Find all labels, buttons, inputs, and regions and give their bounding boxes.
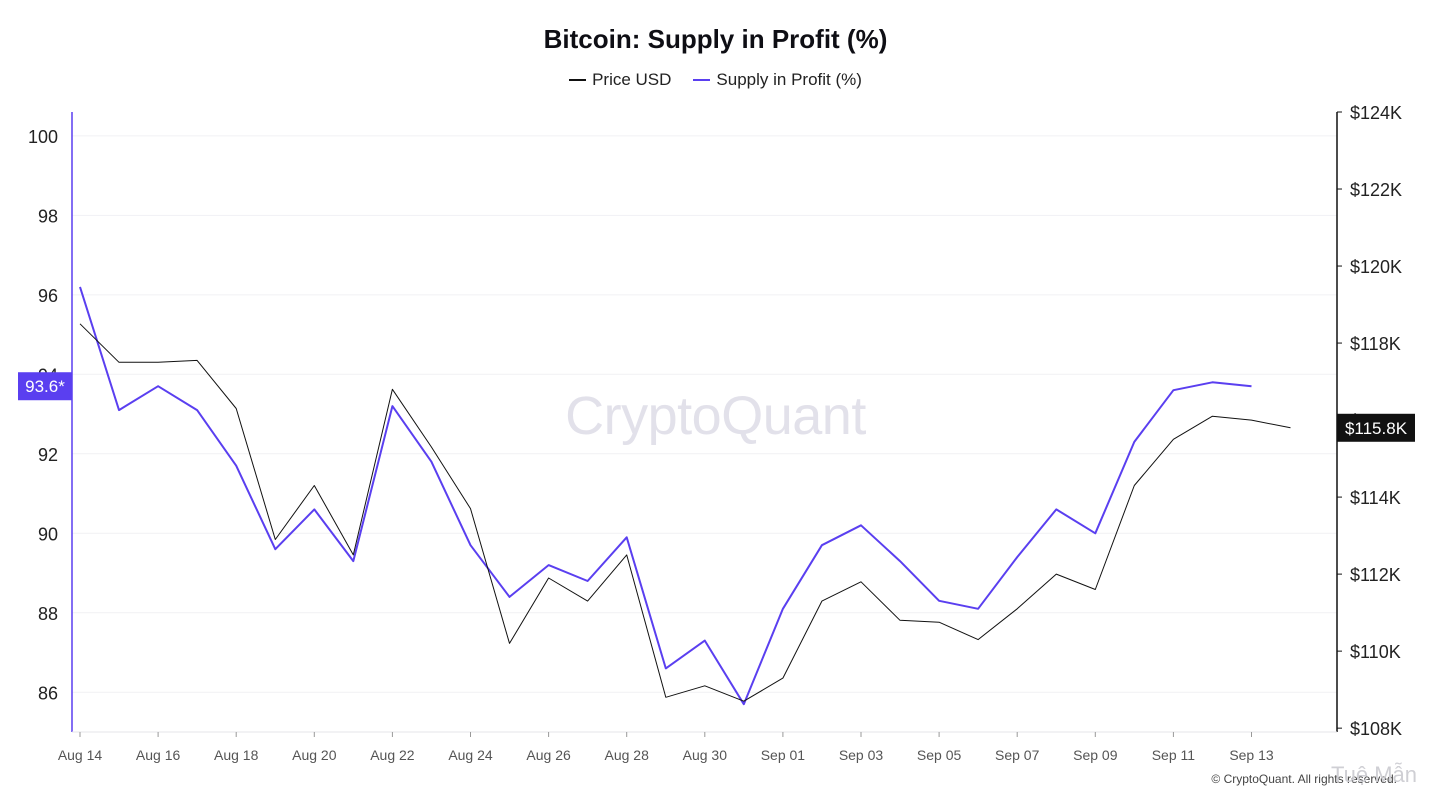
overlay-name-text: Tuệ Mẫn (1330, 762, 1417, 787)
x-tick-label: Aug 14 (58, 747, 103, 763)
axis-layer: 86889092949698100$108K$110K$112K$114K$11… (28, 103, 1402, 763)
legend-label-supply: Supply in Profit (%) (716, 70, 862, 89)
x-tick-label: Aug 28 (605, 747, 650, 763)
series-line-price-usd (79, 323, 1291, 702)
x-tick-label: Sep 05 (917, 747, 962, 763)
chart-legend: Price USD Supply in Profit (%) (0, 70, 1431, 90)
y-left-tick-label: 96 (38, 286, 58, 306)
legend-label-price: Price USD (592, 70, 672, 89)
x-tick-label: Sep 01 (761, 747, 806, 763)
y-right-tick-label: $120K (1350, 257, 1402, 277)
y-right-tick-label: $114K (1350, 488, 1401, 508)
x-tick-label: Sep 09 (1073, 747, 1118, 763)
x-tick-label: Sep 07 (995, 747, 1040, 763)
watermark-logo: CryptoQuant (565, 386, 866, 446)
y-left-tick-label: 100 (28, 127, 58, 147)
x-tick-label: Sep 03 (839, 747, 884, 763)
y-left-tick-label: 92 (38, 445, 58, 465)
right-value-badge-label: $115.8K (1345, 419, 1408, 438)
legend-swatch-supply (693, 79, 711, 81)
x-tick-label: Aug 16 (136, 747, 181, 763)
y-right-tick-label: $124K (1350, 103, 1402, 123)
x-tick-label: Aug 24 (448, 747, 493, 763)
chart-title: Bitcoin: Supply in Profit (%) (543, 24, 888, 54)
legend-item-supply[interactable]: Supply in Profit (%) (693, 70, 862, 90)
left-value-badge (18, 372, 72, 401)
x-tick-label: Aug 20 (292, 747, 337, 763)
grid-layer (72, 135, 1337, 693)
x-tick-label: Aug 18 (214, 747, 259, 763)
series-layer (79, 286, 1291, 706)
x-tick-label: Sep 11 (1152, 747, 1196, 763)
x-tick-label: Aug 22 (370, 747, 415, 763)
legend-swatch-price (569, 79, 587, 81)
y-left-tick-label: 86 (38, 683, 58, 703)
x-tick-label: Sep 13 (1229, 747, 1274, 763)
legend-item-price[interactable]: Price USD (569, 70, 671, 90)
badge-layer: 93.6* $115.8K (18, 372, 1415, 442)
series-line-supply-in-profit (79, 286, 1252, 706)
left-value-badge-label: 93.6* (25, 377, 65, 396)
y-left-tick-label: 90 (38, 524, 58, 544)
y-right-tick-label: $110K (1350, 642, 1401, 662)
copyright-text: © CryptoQuant. All rights reserved. (1211, 772, 1397, 786)
x-tick-label: Aug 26 (526, 747, 571, 763)
y-right-tick-label: $118K (1350, 334, 1401, 354)
y-left-tick-label: 88 (38, 604, 58, 624)
x-tick-label: Aug 30 (683, 747, 728, 763)
y-right-tick-label: $108K (1350, 719, 1402, 739)
y-right-tick-label: $112K (1350, 565, 1401, 585)
y-left-tick-label: 98 (38, 206, 58, 226)
right-value-badge (1337, 413, 1415, 442)
y-right-tick-label: $122K (1350, 180, 1402, 200)
